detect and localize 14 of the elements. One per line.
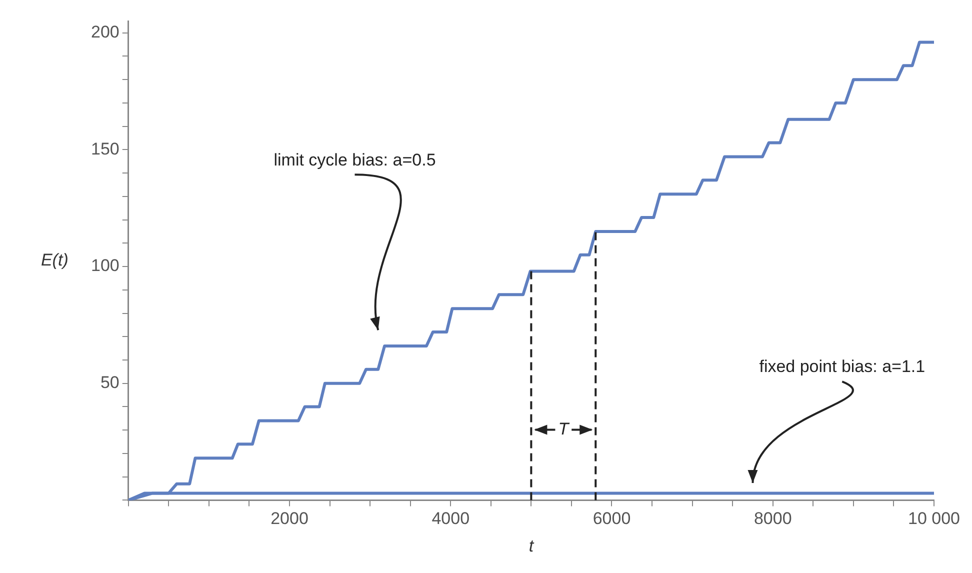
x-tick-label: 8000 <box>754 509 792 528</box>
x-tick-label: 4000 <box>432 509 470 528</box>
y-axis-title: E(t) <box>40 250 68 270</box>
annotation: fixed point bias: a=1.1 <box>759 357 926 376</box>
y-tick-label: 200 <box>90 22 120 42</box>
x-axis-title: t <box>528 536 535 556</box>
y-tick-label: 150 <box>90 139 120 158</box>
y-tick-label: 100 <box>90 256 120 276</box>
x-tick-label: 6000 <box>592 509 631 528</box>
annotation: limit cycle bias: a=0.5 <box>274 150 436 170</box>
y-tick-label: 50 <box>100 373 120 392</box>
x-tick-label: 10 000 <box>908 509 960 528</box>
annotation: T <box>558 420 570 439</box>
x-tick-label: 2000 <box>270 509 308 528</box>
